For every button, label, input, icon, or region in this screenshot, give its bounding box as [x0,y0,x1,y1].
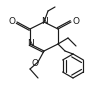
Text: O: O [73,17,80,26]
Text: N: N [41,18,47,27]
Text: N: N [27,40,33,49]
Text: O: O [32,58,39,67]
Text: O: O [8,17,16,26]
